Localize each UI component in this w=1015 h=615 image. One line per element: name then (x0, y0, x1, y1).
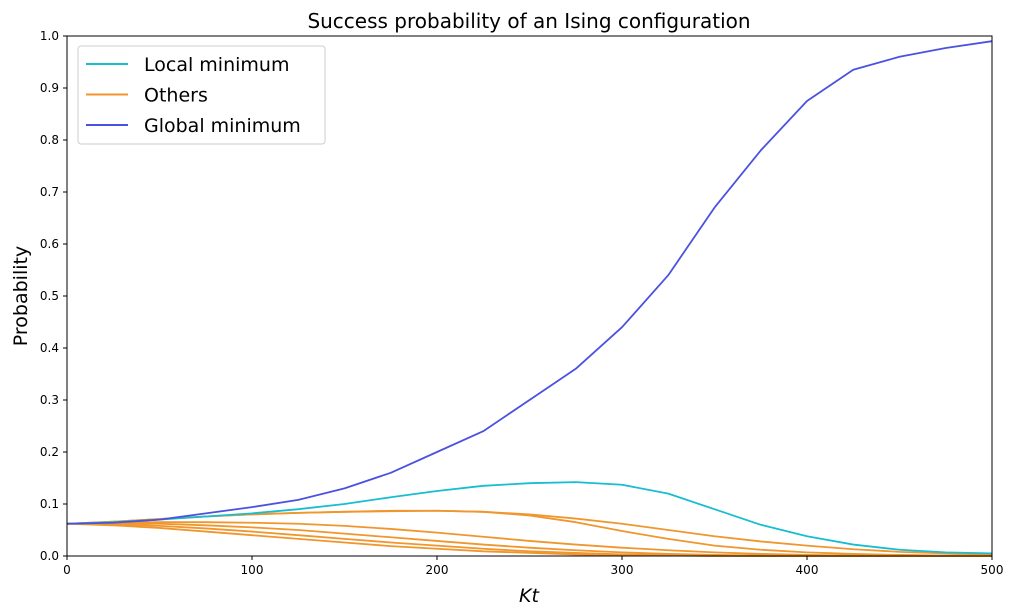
legend-box (77, 45, 326, 145)
y-axis-title: Probability (10, 246, 32, 346)
x-tick-label: 300 (611, 563, 634, 577)
legend-label: Local minimum (144, 54, 289, 76)
y-tick-label: 1.0 (40, 29, 59, 43)
chart-title: Success probability of an Ising configur… (307, 9, 750, 33)
y-tick-label: 0.4 (40, 341, 59, 355)
y-tick-label: 0.0 (40, 549, 59, 563)
y-tick-label: 0.6 (40, 237, 59, 251)
y-tick-label: 0.1 (40, 497, 59, 511)
plot-area (66, 40, 993, 557)
series-line-local-minimum-1 (66, 481, 993, 555)
legend-label: Global minimum (144, 115, 301, 137)
y-tick-label: 0.8 (40, 133, 59, 147)
x-tick-label: 0 (63, 563, 71, 577)
y-axis: 0.0 0.1 0.2 0.3 0.4 0.5 0.6 0.7 0.8 0.9 1.0 (40, 29, 67, 563)
series-line-others-6 (66, 522, 992, 557)
x-tick-label: 200 (426, 563, 449, 577)
x-tick-label: 100 (241, 563, 264, 577)
y-tick-label: 0.7 (40, 185, 59, 199)
x-tick-label: 500 (981, 563, 1004, 577)
y-tick-label: 0.2 (40, 445, 59, 459)
series-line-global-minimum-0 (66, 40, 993, 525)
y-tick-label: 0.3 (40, 393, 59, 407)
x-axis: 0 100 200 300 400 500 (63, 556, 1003, 577)
y-tick-label: 0.5 (40, 289, 59, 303)
x-axis-title: Kt (519, 585, 540, 607)
y-tick-label: 0.9 (40, 81, 59, 95)
legend-label: Others (144, 85, 208, 107)
legend: Local minimum Others Global minimum (77, 45, 326, 145)
x-tick-label: 400 (796, 563, 819, 577)
